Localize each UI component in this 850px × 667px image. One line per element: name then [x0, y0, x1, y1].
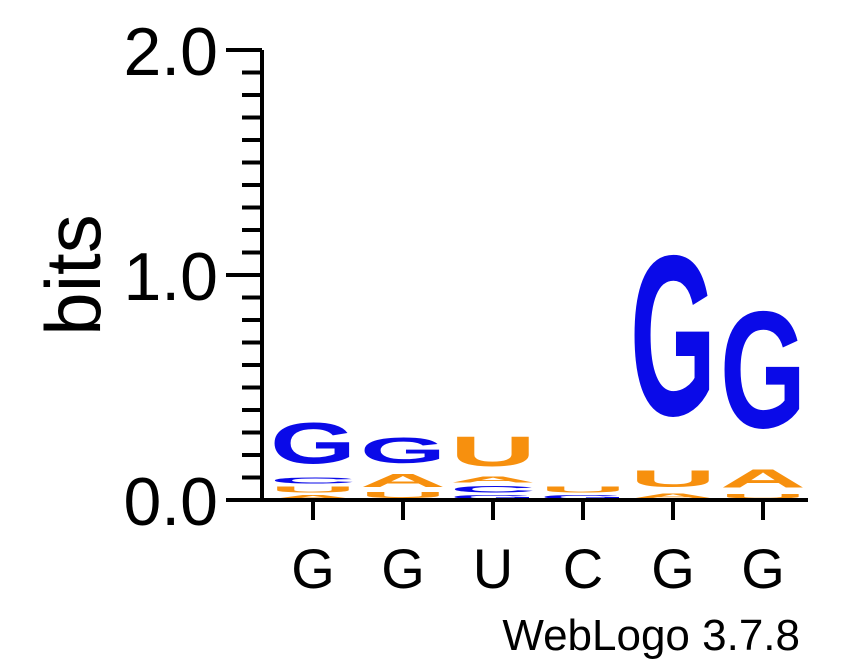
logo-letter-a: A: [630, 492, 716, 500]
x-tick-label: G: [381, 537, 425, 600]
logo-letter-u: U: [540, 485, 626, 494]
x-tick-label: G: [291, 537, 335, 600]
axes: 0.01.02.0G G U C G G: [123, 14, 808, 600]
y-axis-label: bits: [29, 214, 117, 335]
logo-letter-a: A: [450, 475, 536, 484]
logo-letter-a: A: [360, 471, 446, 491]
logo-letter-g: G: [450, 494, 536, 500]
logo-letter-c: C: [450, 484, 536, 494]
y-tick-label: 1.0: [123, 239, 218, 315]
logo-letter-a: A: [270, 494, 356, 500]
logo-letter-g: G: [270, 411, 356, 476]
logo-letter-g: G: [630, 208, 716, 464]
footer-text: WebLogo 3.7.8: [502, 611, 800, 660]
x-tick-label: G: [741, 537, 785, 600]
x-tick-label: C: [563, 537, 603, 600]
x-tick-label: G: [651, 537, 695, 600]
y-tick-label: 2.0: [123, 14, 218, 90]
logo-letter-u: U: [450, 428, 536, 475]
logo-letter-u: U: [270, 485, 356, 494]
logo-letter-g: G: [720, 276, 806, 462]
x-tick-label: U: [473, 537, 513, 600]
y-tick-label: 0.0: [123, 464, 218, 540]
logo-letter-u: U: [720, 493, 806, 500]
logo-letter-a: A: [720, 464, 806, 493]
logo-letter-u: U: [360, 491, 446, 500]
logo-letter-u: U: [630, 465, 716, 492]
logo-letter-c: C: [270, 476, 356, 485]
logo-letter-g: G: [360, 431, 446, 471]
logo-letter-g: G: [540, 494, 626, 500]
